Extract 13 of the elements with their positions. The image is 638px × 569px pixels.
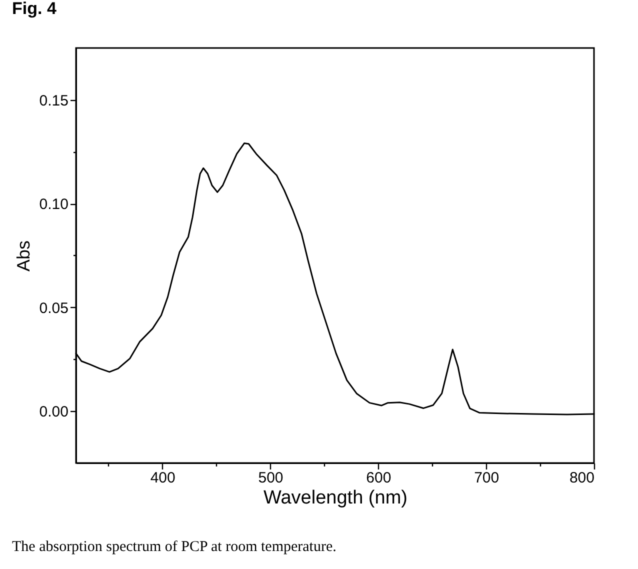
x-tick-label: 500: [258, 470, 284, 486]
y-tick-label: 0.00: [39, 404, 68, 421]
y-axis-title: Abs: [13, 240, 34, 272]
x-tick-label: 700: [474, 470, 500, 486]
y-tick-label: 0.05: [39, 300, 68, 317]
chart-title: Fig. 4: [12, 0, 57, 18]
y-tick-label: 0.10: [39, 196, 68, 214]
x-tick-label: 600: [366, 470, 392, 486]
y-tick-label: 0.15: [39, 92, 68, 110]
x-tick-label: 800: [569, 470, 594, 486]
text: The absorption spectrum of PCP at room temperature.: [12, 539, 336, 555]
x-tick-label: 400: [150, 470, 176, 486]
x-axis-title: Wavelength (nm): [264, 488, 408, 508]
